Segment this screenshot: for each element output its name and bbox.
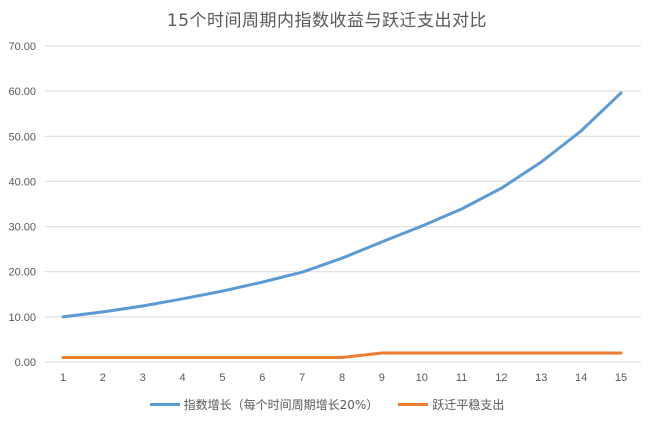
- x-tick-label: 12: [495, 372, 507, 384]
- x-tick-label: 9: [379, 372, 385, 384]
- x-tick-label: 4: [180, 372, 186, 384]
- chart-title: 15个时间周期内指数收益与跃迁支出对比: [166, 11, 488, 31]
- y-tick-label: 70.00: [8, 41, 36, 53]
- x-tick-label: 10: [416, 372, 428, 384]
- y-tick-label: 40.00: [8, 176, 36, 188]
- y-tick-label: 30.00: [8, 222, 36, 234]
- gridlines: [45, 45, 641, 363]
- series-line-0[interactable]: [61, 91, 623, 319]
- x-tick-label: 3: [140, 372, 146, 384]
- x-tick-label: 8: [339, 372, 345, 384]
- x-axis-ticks: 1 2 3 4 5 6 7 8 9 10 11 12 13 14 15: [60, 372, 627, 384]
- series-lines: [61, 91, 623, 359]
- x-tick-label: 5: [219, 372, 225, 384]
- y-tick-label: 50.00: [8, 131, 36, 143]
- x-tick-label: 7: [299, 372, 305, 384]
- x-tick-label: 1: [60, 372, 66, 384]
- y-tick-label: 0.00: [15, 357, 36, 369]
- x-tick-label: 13: [535, 372, 547, 384]
- legend-swatch-orange-icon: [398, 403, 429, 406]
- legend-item-leap-expense[interactable]: 跃迁平稳支出: [398, 396, 504, 413]
- legend: 指数增长（每个时间周期增长20%） 跃迁平稳支出: [0, 396, 654, 413]
- x-tick-label: 11: [456, 372, 467, 384]
- y-tick-label: 20.00: [8, 267, 36, 279]
- x-tick-label: 2: [100, 372, 106, 384]
- legend-swatch-blue-icon: [149, 403, 180, 406]
- legend-item-exponential[interactable]: 指数增长（每个时间周期增长20%）: [149, 396, 379, 413]
- y-tick-label: 60.00: [8, 86, 36, 98]
- series-line-1[interactable]: [61, 351, 623, 359]
- x-tick-label: 6: [259, 372, 265, 384]
- x-tick-label: 14: [575, 372, 587, 384]
- legend-label: 指数增长（每个时间周期增长20%）: [183, 398, 379, 412]
- y-tick-label: 10.00: [8, 312, 36, 324]
- legend-label: 跃迁平稳支出: [432, 398, 505, 412]
- x-tick-label: 15: [615, 372, 627, 384]
- y-axis-ticks: 0.00 10.00 20.00 30.00 40.00 50.00 60.00 70.00: [8, 41, 36, 369]
